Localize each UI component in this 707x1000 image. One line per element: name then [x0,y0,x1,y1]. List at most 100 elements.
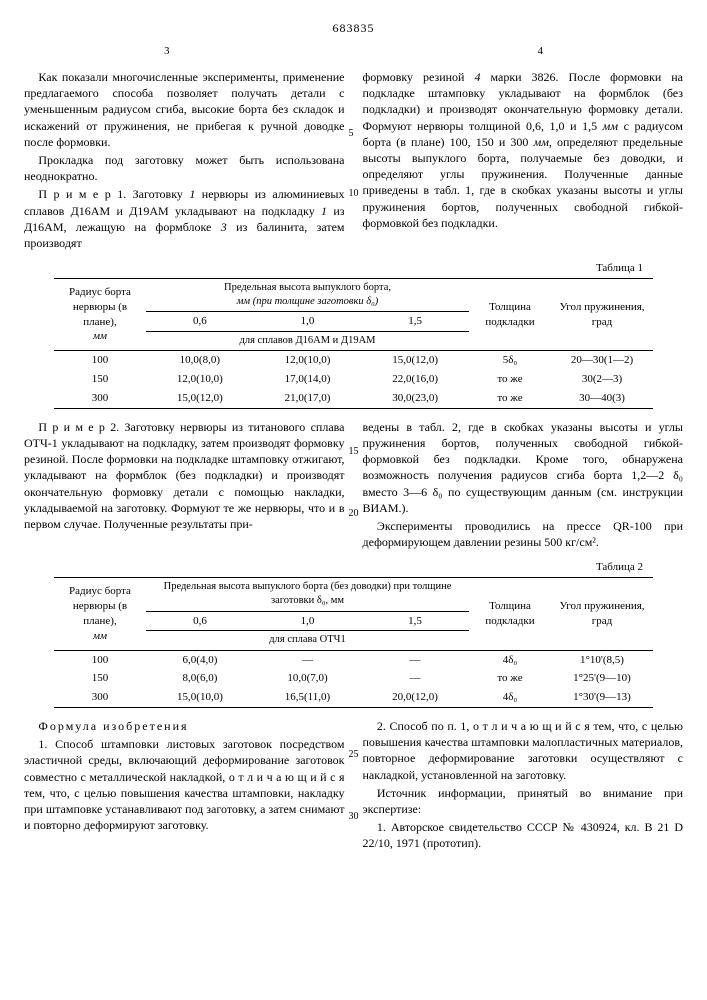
cell: то же [469,370,551,389]
line-number: 10 [349,187,359,201]
column-left-3: Формула изобретения 1. Способ штамповки … [24,718,345,854]
top-columns: Как показали многочисленные эксперименты… [24,69,683,253]
cell: 100 [54,650,146,669]
text: Радиус борта нервюры (в плане), [69,585,131,627]
th-alloy: для сплавов Д16АМ и Д19АМ [146,332,469,351]
cell: 10,0(8,0) [146,351,254,370]
cell: 1°30'(9—13) [551,688,653,707]
line-number: 5 [349,127,354,141]
cell: 150 [54,370,146,389]
para: Прокладка под заготовку может быть испол… [24,152,345,184]
table-2: Радиус борта нервюры (в плане), мм Преде… [54,577,653,708]
cell: 10,0(7,0) [254,669,361,688]
page-numbers: 3 4 [164,44,543,59]
cell: 22,0(16,0) [361,370,469,389]
source-item: 1. Авторское свидетельство СССР № 430924… [363,819,684,851]
unit: мм [93,630,107,642]
cell: 17,0(14,0) [254,370,362,389]
table-1-caption: Таблица 1 [54,261,653,276]
cell: 21,0(17,0) [254,389,362,408]
para: формовку резиной 4 марки 3826. После фор… [363,69,684,231]
cell: 20—30(1—2) [551,351,653,370]
cell: 15,0(12,0) [361,351,469,370]
th-height: Предельная высота выпуклого борта (без д… [146,578,469,611]
cell: 15,0(12,0) [146,389,254,408]
cell: 4δ₀ [469,650,551,669]
cell: — [254,650,361,669]
page-right: 4 [538,44,544,59]
th-alloy: для сплава ОТЧ1 [146,631,469,650]
para: П р и м е р 1. Заготовку 1 нервюры из ал… [24,186,345,251]
claim-2: 2. Способ по п. 1, о т л и ч а ю щ и й с… [363,718,684,783]
cell: 30—40(3) [551,389,653,408]
column-left-1: Как показали многочисленные эксперименты… [24,69,345,253]
italic: мм [603,119,618,133]
para: Эксперименты проводились на прессе QR-10… [363,518,684,550]
cell: 300 [54,688,146,707]
cell: 100 [54,351,146,370]
table-1-wrap: Таблица 1 Радиус борта нервюры (в плане)… [54,261,653,409]
th-sub: 1,0 [254,611,361,631]
cell: 12,0(10,0) [146,370,254,389]
cell: 1°25'(9—10) [551,669,653,688]
para: Как показали многочисленные эксперименты… [24,69,345,150]
table-2-wrap: Таблица 2 Радиус борта нервюры (в плане)… [54,560,653,708]
text: мм (при толщине заготовки δ₀) [237,296,379,307]
column-right-2: 15 20 ведены в табл. 2, где в скобках ук… [363,419,684,553]
bottom-columns: Формула изобретения 1. Способ штамповки … [24,718,683,854]
cell: 5δ₀ [469,351,551,370]
text: Радиус борта нервюры (в плане), [69,286,131,328]
formula-title: Формула изобретения [24,718,345,734]
text: , определяют предельные высоты выпуклого… [363,135,684,230]
th-sub: 1,5 [361,312,469,332]
th-angle: Угол пружинения, град [551,278,653,350]
text: Предельная высота выпуклого борта, [224,282,391,293]
column-left-2: П р и м е р 2. Заготовку нервюры из тита… [24,419,345,553]
cell: то же [469,669,551,688]
cell: 150 [54,669,146,688]
text: П р и м е р 1. Заготовку [38,187,189,201]
cell: 8,0(6,0) [146,669,254,688]
cell: 300 [54,389,146,408]
table-2-caption: Таблица 2 [54,560,653,575]
line-number: 15 [349,445,359,459]
para: ведены в табл. 2, где в скобках указаны … [363,419,684,516]
line-number: 25 [349,748,359,762]
cell: 15,0(10,0) [146,688,254,707]
text: формовку резиной [363,70,475,84]
page-left: 3 [164,44,170,59]
cell: 30(2—3) [551,370,653,389]
th-height: Предельная высота выпуклого борта, мм (п… [146,278,469,311]
th-sub: 1,5 [361,611,469,631]
cell: 6,0(4,0) [146,650,254,669]
cell: 30,0(23,0) [361,389,469,408]
document-number: 683835 [24,20,683,36]
cell: 20,0(12,0) [361,688,469,707]
cell: 16,5(11,0) [254,688,361,707]
cell: то же [469,389,551,408]
column-right-3: 25 30 2. Способ по п. 1, о т л и ч а ю щ… [363,718,684,854]
th-sub: 0,6 [146,611,254,631]
cell: 1°10'(8,5) [551,650,653,669]
th-angle: Угол пружинения, град [551,578,653,650]
line-number: 30 [349,810,359,824]
th-thick: Толщина подкладки [469,578,551,650]
line-number: 20 [349,507,359,521]
claim-1: 1. Способ штамповки листовых заготовок п… [24,736,345,833]
th-sub: 1,0 [254,312,362,332]
mid-columns: П р и м е р 2. Заготовку нервюры из тита… [24,419,683,553]
th-radius: Радиус борта нервюры (в плане), мм [54,278,146,350]
italic: мм [534,135,549,149]
source-heading: Источник информации, принятый во внимани… [363,785,684,817]
column-right-1: 5 10 формовку резиной 4 марки 3826. Посл… [363,69,684,253]
th-radius: Радиус борта нервюры (в плане), мм [54,578,146,650]
cell: 12,0(10,0) [254,351,362,370]
table-1: Радиус борта нервюры (в плане), мм Преде… [54,278,653,409]
th-sub: 0,6 [146,312,254,332]
unit: мм [93,330,107,342]
cell: — [361,669,469,688]
cell: 4δ₀ [469,688,551,707]
para: П р и м е р 2. Заготовку нервюры из тита… [24,419,345,532]
th-thick: Толщина подкладки [469,278,551,350]
cell: — [361,650,469,669]
